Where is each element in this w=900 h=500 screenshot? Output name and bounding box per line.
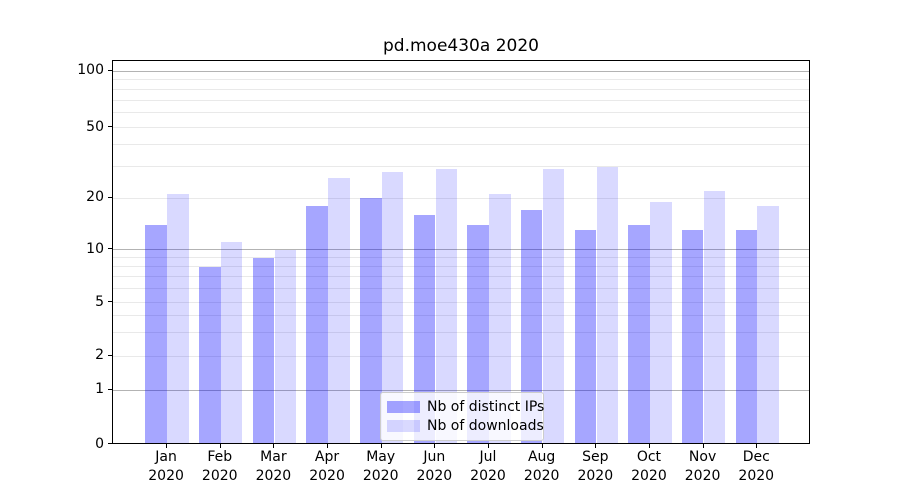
- bar-downloads-jan: [167, 194, 189, 443]
- minor-gridline-7: [113, 276, 809, 278]
- plot-area: [112, 60, 810, 444]
- bar-downloads-aug: [542, 169, 565, 443]
- legend-label-downloads: Nb of downloads: [427, 417, 544, 434]
- bar-ips-jan: [145, 224, 167, 443]
- minor-gridline-2: [113, 355, 809, 357]
- bar-downloads-apr: [328, 177, 350, 443]
- bar-ips-mar: [252, 257, 275, 443]
- y-tick-2: [108, 354, 112, 356]
- downloads-swatch: [387, 419, 420, 432]
- y-tick-label-50: 50: [86, 118, 104, 135]
- major-gridline-100: [113, 70, 809, 72]
- bar-downloads-jul: [489, 194, 511, 443]
- y-tick-10: [108, 248, 112, 249]
- x-tick-label-jan: Jan 2020: [148, 449, 184, 484]
- minor-gridline-50: [113, 127, 809, 128]
- legend-label-ips: Nb of distinct IPs: [427, 398, 545, 415]
- minor-gridline-20: [113, 197, 809, 199]
- bar-downloads-sep: [596, 166, 618, 443]
- bar-downloads-jun: [435, 169, 458, 443]
- bar-downloads-feb: [220, 242, 243, 443]
- minor-gridline-9: [113, 257, 809, 259]
- y-tick-1: [108, 388, 112, 390]
- bar-ips-may: [360, 198, 382, 443]
- bar-downloads-nov: [703, 190, 726, 443]
- x-tick-sep: [595, 444, 597, 448]
- y-tick-50: [108, 126, 112, 127]
- x-tick-jun: [434, 444, 436, 448]
- y-tick-5: [108, 301, 112, 302]
- x-tick-dec: [756, 444, 758, 448]
- x-tick-label-may: May 2020: [362, 449, 399, 484]
- bar-ips-sep: [574, 230, 597, 443]
- minor-gridline-8: [113, 266, 809, 268]
- legend-row-ips: Nb of distinct IPs: [387, 397, 544, 416]
- minor-gridline-80: [113, 88, 809, 90]
- y-tick-label-5: 5: [95, 293, 104, 310]
- x-tick-jan: [166, 444, 168, 448]
- y-tick-label-10: 10: [86, 240, 104, 257]
- minor-gridline-70: [113, 99, 809, 101]
- chart-title: pd.moe430a 2020: [383, 36, 539, 56]
- bar-downloads-oct: [650, 201, 672, 443]
- bar-ips-jul: [467, 224, 489, 443]
- bar-downloads-mar: [274, 249, 297, 443]
- x-tick-label-nov: Nov 2020: [684, 449, 721, 484]
- minor-gridline-6: [113, 288, 809, 290]
- x-tick-label-jun: Jun 2020: [416, 449, 453, 484]
- y-tick-label-1: 1: [95, 381, 104, 397]
- minor-gridline-60: [113, 112, 809, 114]
- x-tick-aug: [541, 444, 543, 448]
- bar-ips-jun: [413, 214, 436, 443]
- y-tick-label-0: 0: [95, 435, 104, 452]
- bar-downloads-dec: [757, 205, 779, 443]
- y-tick-0: [108, 443, 112, 444]
- x-tick-label-aug: Aug 2020: [523, 449, 560, 484]
- major-gridline-10: [113, 249, 809, 250]
- bar-downloads-may: [381, 172, 404, 443]
- x-tick-label-apr: Apr 2020: [309, 449, 345, 484]
- x-tick-label-jul: Jul 2020: [470, 449, 506, 484]
- y-tick-100: [108, 69, 112, 71]
- bar-ips-feb: [199, 266, 221, 443]
- bar-ips-dec: [735, 230, 758, 443]
- minor-gridline-3: [113, 331, 809, 333]
- y-tick-label-100: 100: [77, 62, 104, 78]
- bar-ips-nov: [681, 230, 704, 443]
- x-tick-may: [380, 444, 382, 448]
- x-tick-label-oct: Oct 2020: [631, 449, 667, 484]
- x-tick-jul: [488, 444, 489, 448]
- bar-ips-aug: [520, 210, 543, 443]
- minor-gridline-90: [113, 79, 809, 81]
- bar-ips-oct: [628, 224, 650, 443]
- x-tick-label-mar: Mar 2020: [255, 449, 292, 484]
- x-tick-feb: [219, 444, 221, 448]
- minor-gridline-30: [113, 166, 809, 168]
- y-tick-20: [108, 196, 112, 198]
- minor-gridline-4: [113, 315, 809, 317]
- x-tick-nov: [702, 444, 704, 448]
- x-tick-oct: [648, 444, 650, 448]
- legend: Nb of distinct IPs Nb of downloads: [380, 392, 544, 441]
- bar-ips-apr: [306, 205, 328, 443]
- x-tick-label-dec: Dec 2020: [738, 449, 775, 484]
- ips-swatch: [387, 400, 420, 413]
- x-tick-apr: [327, 444, 329, 448]
- minor-gridline-40: [113, 144, 809, 146]
- y-tick-label-2: 2: [95, 347, 104, 363]
- minor-gridline-5: [113, 302, 809, 303]
- y-tick-label-20: 20: [86, 189, 104, 205]
- x-tick-mar: [273, 444, 275, 448]
- x-tick-label-sep: Sep 2020: [577, 449, 614, 484]
- x-tick-label-feb: Feb 2020: [201, 449, 238, 484]
- major-gridline-1: [113, 389, 809, 391]
- legend-row-downloads: Nb of downloads: [387, 416, 544, 435]
